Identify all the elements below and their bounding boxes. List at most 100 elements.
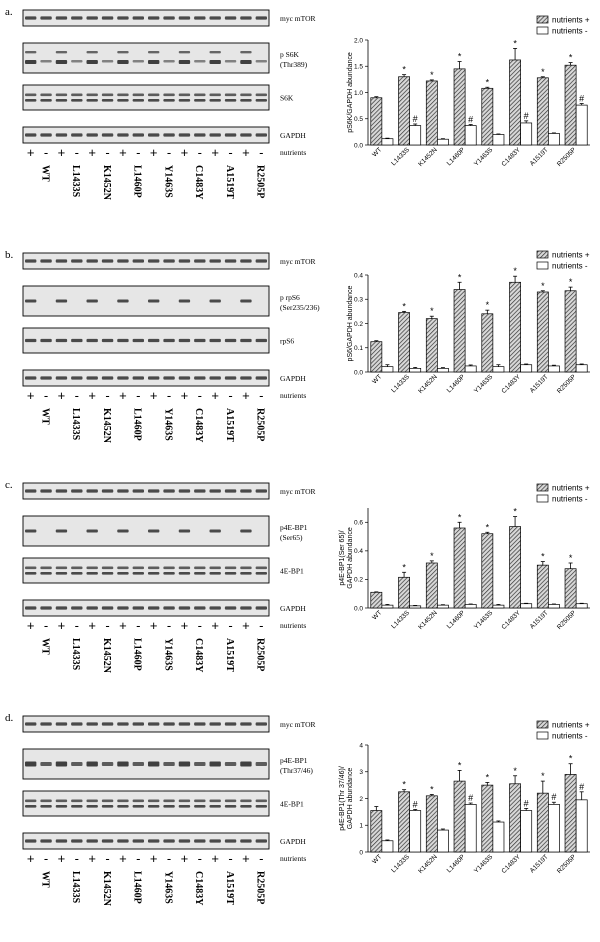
band <box>178 60 191 64</box>
blot-label: p rpS6 <box>280 293 300 302</box>
band <box>55 489 68 493</box>
nutrient-sign: + <box>242 851 250 866</box>
significance-mark: # <box>579 94 584 104</box>
lane-label: Y1463S <box>162 871 173 904</box>
x-tick-label: R2505P <box>556 146 578 168</box>
lane-label: WT <box>39 638 50 655</box>
band <box>194 60 206 63</box>
nutrient-sign: - <box>198 618 202 633</box>
band <box>86 799 98 803</box>
band <box>224 133 237 137</box>
bar-plus <box>536 77 549 146</box>
band <box>117 51 129 54</box>
legend-swatch <box>536 494 549 503</box>
band <box>209 338 221 343</box>
band <box>101 762 114 766</box>
nutrient-sign: + <box>150 145 158 160</box>
lane-label: R2505P <box>255 871 266 904</box>
x-tick-label: R2505P <box>556 609 578 631</box>
bar-minus <box>575 603 588 609</box>
bar-minus <box>548 133 560 146</box>
band <box>40 338 52 343</box>
lane-label: C1483Y <box>193 871 204 906</box>
band <box>117 529 129 533</box>
significance-mark: * <box>569 754 573 764</box>
band <box>132 99 144 102</box>
y-tick-label: 0.2 <box>354 577 363 584</box>
blot-label: rpS6 <box>280 337 294 346</box>
band <box>101 799 114 803</box>
x-tick-label: L1460P <box>446 373 467 394</box>
band <box>209 761 221 767</box>
lane-label: C1483Y <box>193 408 204 443</box>
nutrient-sign: + <box>27 145 35 160</box>
band <box>25 566 37 570</box>
lane-label: L1433S <box>70 638 81 671</box>
band <box>209 606 221 610</box>
y-tick-label: 1.5 <box>354 64 363 71</box>
significance-mark: * <box>486 522 490 532</box>
nutrient-sign: - <box>105 388 109 403</box>
legend-swatch <box>536 15 549 24</box>
bar-plus <box>564 774 577 853</box>
band <box>224 566 237 570</box>
band <box>132 489 144 493</box>
panel-letter: b. <box>5 249 14 261</box>
nutrient-sign: - <box>44 145 48 160</box>
band <box>163 489 175 493</box>
x-tick-label: K1452N <box>417 373 439 395</box>
significance-mark: # <box>468 115 473 125</box>
band <box>240 51 252 54</box>
bar-plus <box>509 526 521 609</box>
band <box>71 722 83 726</box>
band <box>163 259 175 263</box>
band <box>240 489 252 493</box>
band <box>25 338 37 343</box>
bar-minus <box>409 125 422 146</box>
band <box>40 839 52 843</box>
significance-mark: # <box>579 782 584 792</box>
significance-mark: * <box>458 760 462 770</box>
nutrient-sign: - <box>75 851 79 866</box>
blot-label: myc mTOR <box>280 257 316 266</box>
blot-label: myc mTOR <box>280 720 316 729</box>
y-tick-label: 2.0 <box>354 37 363 44</box>
bar-plus <box>564 568 577 609</box>
band <box>209 133 221 137</box>
band <box>194 93 206 97</box>
band <box>240 799 252 803</box>
significance-mark: * <box>513 507 517 517</box>
y-tick-label: 0.2 <box>354 321 363 328</box>
significance-mark: * <box>513 266 517 276</box>
band <box>224 16 237 20</box>
band <box>117 99 129 102</box>
bar-minus <box>409 810 422 853</box>
band <box>194 489 206 493</box>
band <box>132 16 144 20</box>
band <box>163 799 175 803</box>
band <box>55 16 68 20</box>
legend-label: nutrients + <box>552 484 590 493</box>
band <box>101 338 114 343</box>
band <box>178 839 191 843</box>
band <box>224 259 237 263</box>
lane-label: A1519T <box>224 871 235 905</box>
x-tick-label: Y1463S <box>473 373 495 395</box>
band <box>240 839 252 843</box>
bar-plus <box>425 795 438 853</box>
band <box>209 489 221 493</box>
y-tick-label: 0.6 <box>354 520 363 527</box>
lane-label: R2505P <box>255 165 266 198</box>
lane-label: A1519T <box>224 638 235 672</box>
band <box>240 16 252 20</box>
x-tick-label: C1483Y <box>500 373 522 395</box>
band <box>86 259 98 263</box>
band <box>194 572 206 575</box>
band <box>194 762 206 766</box>
band <box>71 16 83 20</box>
legend-swatch <box>536 720 549 729</box>
bar-plus <box>425 318 438 373</box>
significance-mark: * <box>541 67 545 77</box>
band <box>55 805 68 808</box>
